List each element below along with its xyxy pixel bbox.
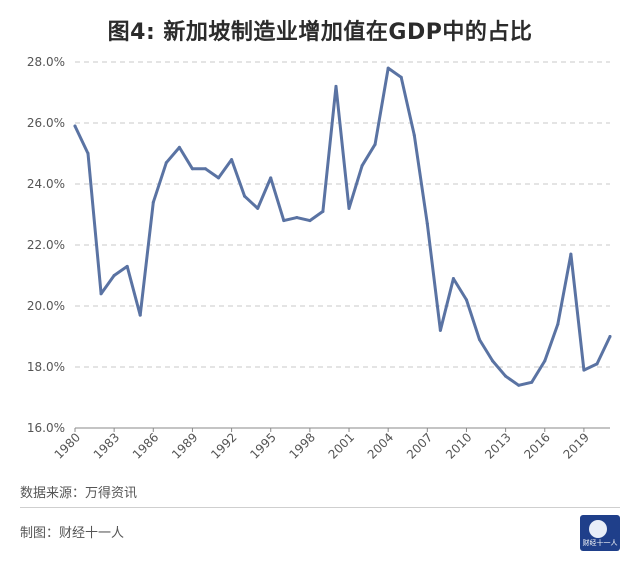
data-point [282,219,286,223]
data-point [373,142,377,146]
x-tick-label: 2004 [365,430,396,461]
data-point [412,133,416,137]
data-point [203,167,207,171]
x-tick-label: 2016 [521,430,552,461]
data-point [582,368,586,372]
data-point [569,252,573,256]
x-tick-label: 1998 [286,430,317,461]
data-point [334,84,338,88]
data-point [595,362,599,366]
data-point [347,206,351,210]
x-axis [74,427,610,432]
data-point [464,298,468,302]
data-point [73,124,77,128]
y-tick-label: 24.0% [27,177,65,191]
x-tick-label: 1992 [208,430,239,461]
data-point [491,359,495,363]
data-point [164,161,168,165]
chart-credit: 制图：财经十一人 [20,526,125,541]
data-point [360,164,364,168]
brand-logo-text: 财经十一人 [582,539,618,547]
data-point [425,222,429,226]
y-tick-label: 16.0% [27,421,65,435]
data-point [112,274,116,277]
data-source-note: 数据来源：万得资讯 [20,486,138,501]
data-point [151,200,155,204]
data-point [386,66,390,70]
x-axis-tick-labels: 1980 1983 1986 1989 1992 1995 1998 2001 2004 2007… [52,430,592,461]
data-point [217,176,221,180]
data-point [190,167,194,171]
data-point [177,145,181,149]
x-tick-label: 1989 [169,430,200,461]
data-point [295,216,299,220]
data-point [99,292,103,296]
y-tick-label: 18.0% [27,360,65,374]
data-point [230,158,234,162]
series-layer [73,66,612,387]
data-point [543,359,547,363]
data-point [138,313,142,317]
globe-icon [589,520,607,538]
data-point [556,322,560,326]
data-point [125,264,129,268]
series-line [73,66,612,387]
data-point [243,194,247,198]
x-tick-label: 1995 [247,430,278,461]
data-point [321,209,325,213]
line-chart: 16.0%18.0%20.0%22.0%24.0%26.0%28.0% 1980… [27,55,612,462]
data-point [451,277,455,281]
data-point [86,152,90,155]
data-point [517,383,521,387]
data-point [256,206,260,210]
y-tick-label: 20.0% [27,299,65,313]
data-point [608,335,612,338]
y-tick-label: 26.0% [27,116,65,130]
x-tick-label: 1983 [91,430,122,461]
data-point [308,219,312,223]
data-point [438,328,442,332]
grid-lines [75,61,610,368]
x-tick-label: 2010 [443,430,474,461]
x-tick-label: 2007 [404,430,435,461]
y-axis-tick-labels: 16.0% 18.0% 20.0% 22.0% 24.0% 26.0% 28.0% [27,55,65,435]
x-tick-label: 2013 [482,430,513,461]
data-point [478,338,482,342]
y-tick-label: 28.0% [27,55,65,69]
x-tick-label: 1986 [130,430,161,461]
chart-title: 图4: 新加坡制造业增加值在GDP中的占比 [107,20,533,45]
data-point [530,380,534,384]
data-point [504,374,508,378]
data-point [399,75,403,79]
brand-logo: 财经十一人 [580,515,620,551]
y-tick-label: 22.0% [27,238,65,252]
data-point [269,176,273,180]
x-tick-label: 2019 [561,430,592,461]
x-tick-label: 2001 [326,430,357,461]
footer-divider [20,507,620,508]
